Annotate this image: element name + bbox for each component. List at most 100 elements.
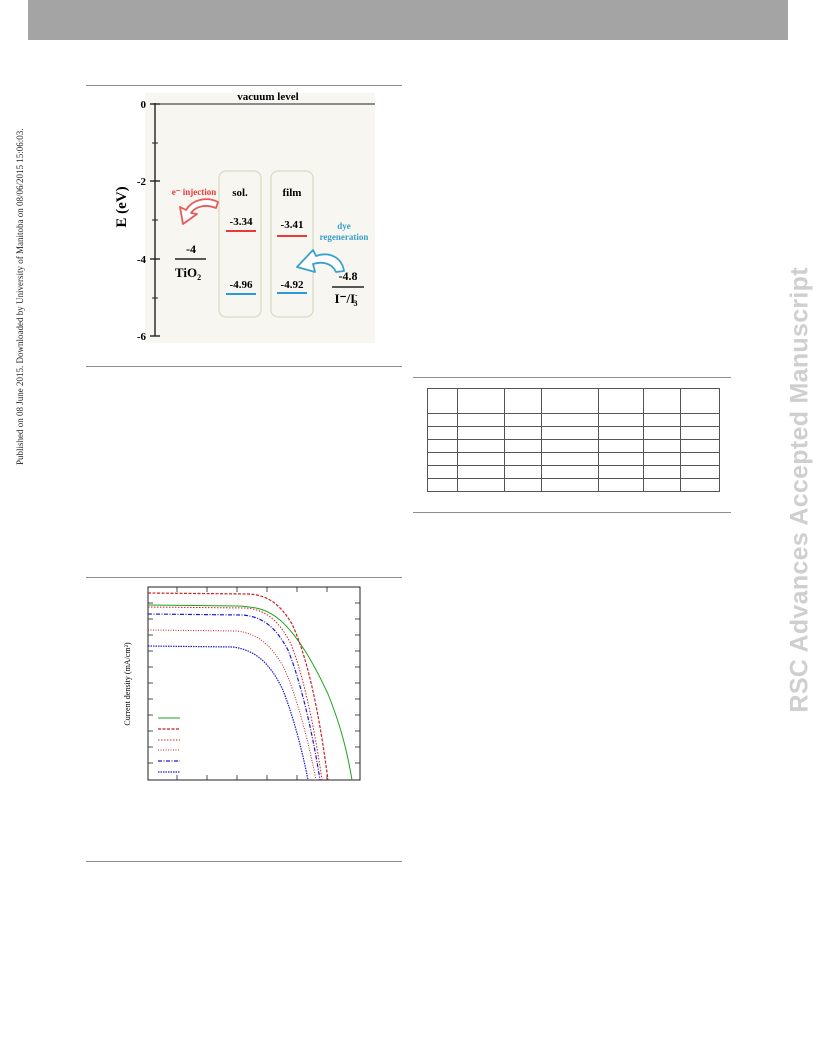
- figure2-top-rule: [86, 577, 402, 578]
- film-box: [270, 170, 314, 318]
- table-cell: [680, 426, 720, 440]
- vacuum-level-label: vacuum level: [237, 91, 298, 103]
- table-cell: [598, 452, 644, 466]
- y-tick-minus4: -4: [137, 254, 147, 266]
- table-cell: [541, 413, 599, 427]
- table-cell: [680, 388, 720, 414]
- solution-box: [218, 170, 262, 318]
- table-cell: [643, 388, 681, 414]
- table-cell: [427, 426, 458, 440]
- jv-curve-1: [147, 604, 353, 781]
- table-cell: [643, 439, 681, 453]
- solution-homo-value: -4.96: [230, 279, 253, 291]
- table-cell: [598, 439, 644, 453]
- table-cell: [457, 478, 505, 492]
- y-axis-label: E (eV): [114, 186, 130, 227]
- jv-legend: [158, 717, 180, 773]
- regeneration-arrow: [296, 249, 345, 273]
- jv-curve-3: [147, 606, 323, 781]
- table-top-rule: [413, 377, 731, 378]
- jv-curve-5: [147, 613, 321, 781]
- table-cell: [457, 388, 505, 414]
- jv-plot-frame: [147, 586, 361, 781]
- table-cell: [643, 426, 681, 440]
- table-cell: [427, 439, 458, 453]
- table-cell: [541, 388, 599, 414]
- download-note: Published on 08 June 2015. Downloaded by…: [15, 128, 25, 465]
- table-cell: [504, 426, 542, 440]
- table-row: [427, 478, 720, 492]
- table-cell: [680, 413, 720, 427]
- table-cell: [427, 413, 458, 427]
- table-row: [427, 465, 720, 479]
- y-tick-0: 0: [141, 99, 147, 111]
- tio2-label: TiO2: [175, 265, 201, 282]
- y-tick-minus2: -2: [137, 176, 147, 188]
- accepted-manuscript-watermark: RSC Advances Accepted Manuscript: [785, 267, 814, 713]
- table-cell: [541, 439, 599, 453]
- table-cell: [598, 388, 644, 414]
- table-cell: [598, 413, 644, 427]
- regeneration-label-2: regeneration: [320, 232, 369, 242]
- electrolyte-label: I⁻/I-3: [335, 291, 359, 308]
- jv-curve-2: [147, 592, 329, 781]
- table-cell: [504, 478, 542, 492]
- table-cell: [427, 478, 458, 492]
- table-cell: [457, 465, 505, 479]
- solution-lumo-value: -3.34: [230, 216, 253, 228]
- table-cell: [504, 452, 542, 466]
- table-cell: [457, 413, 505, 427]
- table-cell: [541, 478, 599, 492]
- table-cell: [680, 478, 720, 492]
- figure2-bottom-rule: [86, 861, 402, 862]
- table-cell: [680, 439, 720, 453]
- header-bar: [28, 0, 788, 40]
- table-cell: [427, 465, 458, 479]
- y-tick-minus6: -6: [137, 331, 147, 343]
- jv-curve-4: [147, 629, 317, 781]
- table-cell: [643, 413, 681, 427]
- table-row: [427, 413, 720, 427]
- jv-plot: Current density (mA/cm²): [123, 586, 361, 781]
- table-cell: [457, 439, 505, 453]
- film-label: film: [283, 187, 302, 199]
- table-cell: [598, 465, 644, 479]
- table-cell: [457, 426, 505, 440]
- tio2-value: -4: [186, 242, 196, 256]
- solution-label: sol.: [232, 187, 248, 199]
- table-cell: [680, 452, 720, 466]
- table-cell: [643, 452, 681, 466]
- table-row: [427, 452, 720, 466]
- table-cell: [643, 478, 681, 492]
- table-cell: [680, 465, 720, 479]
- table-cell: [504, 413, 542, 427]
- film-homo-value: -4.92: [281, 279, 304, 291]
- film-lumo-value: -3.41: [281, 219, 304, 231]
- table-cell: [504, 388, 542, 414]
- table-cell: [504, 439, 542, 453]
- figure1-top-rule: [86, 85, 402, 86]
- table-cell: [541, 452, 599, 466]
- table-cell: [541, 426, 599, 440]
- injection-arrow: [179, 198, 219, 225]
- table-cell: [504, 465, 542, 479]
- table-cell: [427, 452, 458, 466]
- table-row: [427, 439, 720, 453]
- injection-label: e⁻ injection: [172, 187, 217, 197]
- jv-y-axis-label: Current density (mA/cm²): [123, 642, 132, 726]
- figure1-bottom-rule: [86, 366, 402, 367]
- table-cell: [643, 465, 681, 479]
- jv-plot-ticks: [148, 587, 360, 780]
- table-cell: [541, 465, 599, 479]
- jv-curve-6: [147, 645, 309, 781]
- energy-level-diagram: 0 -2 -4 -6 E (eV) vacuum level sol. film…: [114, 91, 375, 343]
- photovoltaic-table: [427, 388, 720, 492]
- table-row: [427, 388, 720, 414]
- table-cell: [598, 478, 644, 492]
- table-bottom-rule: [413, 512, 731, 513]
- table-cell: [598, 426, 644, 440]
- regeneration-label-1: dye: [337, 221, 351, 231]
- electrolyte-value: -4.8: [339, 269, 358, 283]
- table-row: [427, 426, 720, 440]
- table-cell: [457, 452, 505, 466]
